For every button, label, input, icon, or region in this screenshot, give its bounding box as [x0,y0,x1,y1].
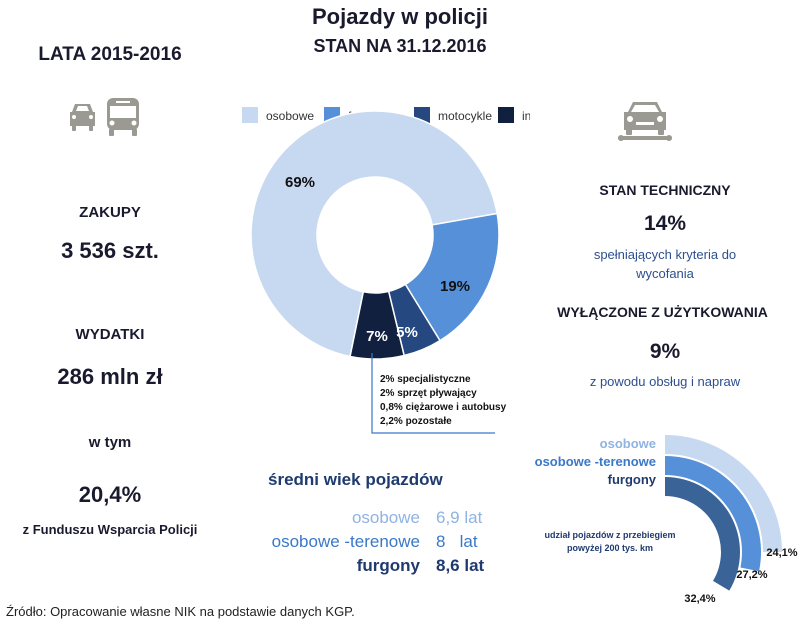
donut-label-furgony: 19% [440,278,470,295]
radial-category-label: osobowe -terenowe [535,454,656,469]
age-row-value: 8 lat [436,532,478,551]
car-wrench-icon [618,102,672,141]
radial-category-label: osobowe [600,436,656,451]
tech-desc-1: spełniających kryteria do [593,247,737,262]
taxi-bus-icon [70,98,139,136]
excluded-label: WYŁĄCZONE Z UŻYTKOWANIA [557,304,768,320]
age-row-name: furgony [356,556,420,575]
radial-annotation: udział pojazdów z przebiegiem [544,530,675,540]
spending-label: WYDATKI [75,326,145,343]
page-title: Pojazdy w policji [311,4,489,29]
spending-value: 286 mln zł [57,364,163,389]
radial-bar-2 [665,477,740,591]
fund-label: z Funduszu Wsparcia Policji [22,522,198,537]
age-row-name: osobowe -terenowe [271,532,420,551]
excluded-value: 9% [649,340,681,363]
tech-value: 14% [643,212,687,235]
annotation-line [371,353,495,434]
donut-label-inne: 7% [366,328,388,345]
tech-desc-2: wycofania [636,266,694,281]
annotation-line-text: 2% sprzęt pływający [380,388,477,399]
donut-slice-inne [349,290,406,360]
donut-label-osobowe: 69% [285,174,315,191]
legend-label-osobowe: osobowe [266,109,314,123]
age-row-value: 6,9 lat [436,508,483,527]
legend-swatch-inne [498,107,514,123]
age-row: osobowe -terenowe 8 lat [240,532,500,556]
radial-annotation: powyżej 200 tys. km [567,543,653,553]
donut-label-motocykle: 5% [396,324,418,341]
purchases-label: ZAKUPY [79,204,141,221]
donut-slice-osobowe [250,110,498,358]
age-row-value: 8,6 lat [436,556,485,575]
purchases-value: 3 536 szt. [61,238,159,263]
radial-category-label: furgony [608,472,657,487]
radial-value-label: 24,1% [766,547,797,559]
annotation-line-text: 2% specjalistyczne [380,374,471,385]
including-label: w tym [88,434,132,451]
annotation-line-text: 2,2% pozostałe [380,416,452,427]
donut-chart: osobowefurgonymotocykleinne69%19%5%7%2% … [242,107,530,434]
radial-bar-0 [665,435,782,552]
source-footer: Źródło: Opracowanie własne NIK na podsta… [6,604,355,619]
page-subtitle: STAN NA 31.12.2016 [313,36,487,56]
period-label: LATA 2015-2016 [38,44,182,65]
donut-slice-furgony [404,212,500,342]
radial-bar-1 [665,456,761,572]
age-row-name: osobowe [351,508,420,527]
age-row: osobowe 6,9 lat [240,508,500,532]
radial-value-label: 27,2% [736,569,767,581]
age-row: furgony 8,6 lat [240,556,500,580]
legend-swatch-osobowe [242,107,258,123]
annotation-line-text: 0,8% ciężarowe i autobusy [380,402,507,413]
legend-label-motocykle: motocykle [438,109,492,123]
excluded-desc: z powodu obsług i napraw [589,374,741,389]
tech-label: STAN TECHNICZNY [599,182,731,198]
age-table: osobowe 6,9 lat osobowe -terenowe 8 lat furg… [240,508,500,580]
radial-bar-chart: 24,1% osobowe 27,2% osobowe -terenowe 32,4% f… [535,435,798,605]
legend-label-inne: inne [522,109,530,123]
fund-value: 20,4% [78,482,142,507]
age-title: średni wiek pojazdów [268,470,443,489]
radial-value-label: 32,4% [684,593,715,605]
